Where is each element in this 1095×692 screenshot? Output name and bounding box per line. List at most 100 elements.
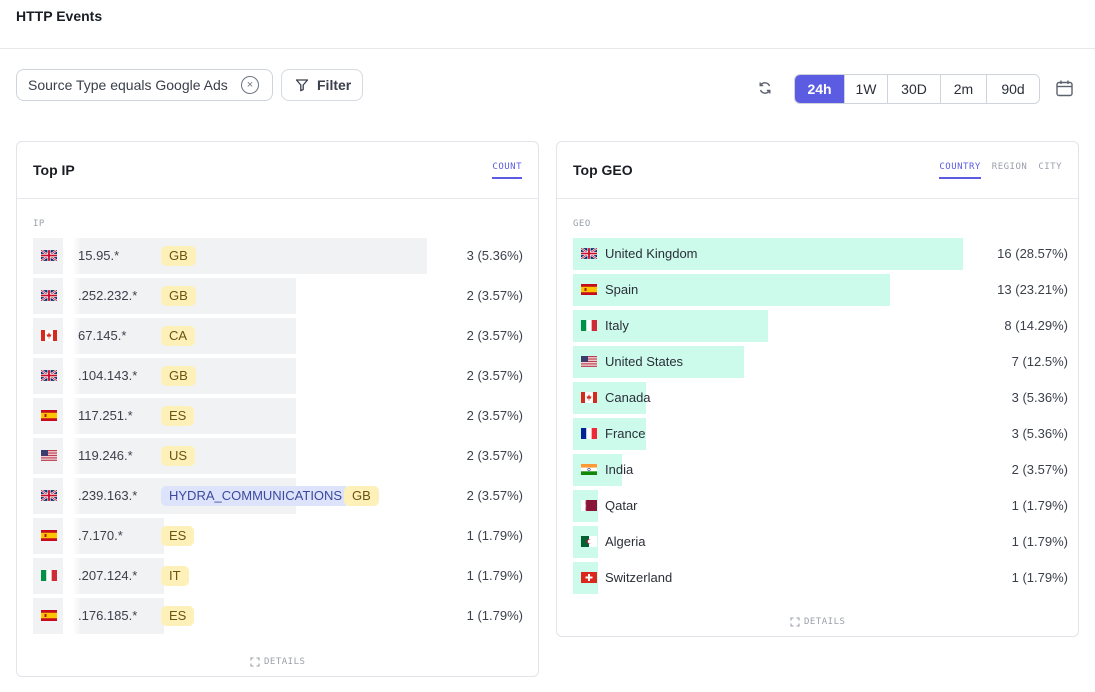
ip-address: 67.145.* [78, 328, 127, 343]
country-badge: IT [161, 566, 189, 586]
geo-count: 1 (1.79%) [1011, 534, 1068, 549]
ip-row[interactable]: 67.145.* CA 2 (3.57%) [33, 318, 523, 354]
geo-count: 16 (28.57%) [997, 246, 1068, 261]
ip-count: 1 (1.79%) [466, 608, 523, 623]
details-label: DETAILS [804, 617, 846, 627]
us-flag-icon [41, 450, 57, 461]
ip-row[interactable]: .252.232.* GB 2 (3.57%) [33, 278, 523, 314]
ip-count-bar [33, 238, 427, 274]
geo-row[interactable]: Qatar 1 (1.79%) [573, 490, 1068, 522]
time-range-selector: 24h 1W 30D 2m 90d [794, 74, 1040, 104]
country-badge: GB [161, 366, 196, 386]
details-label: DETAILS [264, 657, 306, 667]
geo-row[interactable]: France 3 (5.36%) [573, 418, 1068, 450]
ip-count: 2 (3.57%) [466, 328, 523, 343]
ip-mask [63, 558, 81, 594]
filter-chip[interactable]: Source Type equals Google Ads × [16, 69, 273, 101]
range-button-1w[interactable]: 1W [845, 75, 888, 103]
es-flag-icon [41, 530, 57, 541]
country-name: United States [605, 354, 684, 369]
top-ip-tabs: COUNT [492, 162, 522, 179]
filter-button[interactable]: Filter [281, 69, 363, 101]
filter-button-label: Filter [317, 77, 352, 93]
ch-flag-icon [581, 572, 597, 583]
geo-row[interactable]: Italy 8 (14.29%) [573, 310, 1068, 342]
ip-row[interactable]: 119.246.* US 2 (3.57%) [33, 438, 523, 474]
range-button-2m[interactable]: 2m [941, 75, 987, 103]
geo-row[interactable]: Canada 3 (5.36%) [573, 382, 1068, 414]
ip-address: 15.95.* [78, 248, 120, 263]
page-header: HTTP Events [0, 0, 1095, 49]
expand-icon [250, 657, 260, 667]
ip-mask [63, 318, 81, 354]
geo-count: 13 (23.21%) [997, 282, 1068, 297]
expand-icon [790, 617, 800, 627]
gb-flag-icon [41, 290, 57, 301]
country-name: Canada [605, 390, 651, 405]
ip-address: .104.143.* [78, 368, 138, 383]
gb-flag-icon [581, 248, 597, 259]
ip-count: 2 (3.57%) [466, 288, 523, 303]
ip-row[interactable]: .176.185.* ES 1 (1.79%) [33, 598, 523, 634]
geo-column-label: GEO [573, 219, 591, 229]
top-geo-details-link[interactable]: DETAILS [790, 617, 845, 627]
geo-count: 3 (5.36%) [1011, 426, 1068, 441]
calendar-icon[interactable] [1055, 79, 1074, 98]
range-button-90d[interactable]: 90d [987, 75, 1039, 103]
card-divider [17, 198, 538, 199]
ip-mask [63, 358, 81, 394]
gb-flag-icon [41, 250, 57, 261]
ip-address: .207.124.* [78, 568, 138, 583]
range-button-24h[interactable]: 24h [795, 75, 845, 103]
country-name: India [605, 462, 634, 477]
close-icon[interactable]: × [241, 76, 259, 94]
tab-country[interactable]: COUNTRY [939, 162, 981, 179]
country-name: Spain [605, 282, 639, 297]
es-flag-icon [41, 610, 57, 621]
range-button-30d[interactable]: 30D [888, 75, 941, 103]
top-ip-title: Top IP [33, 162, 75, 178]
geo-row[interactable]: Switzerland 1 (1.79%) [573, 562, 1068, 594]
geo-row[interactable]: India 2 (3.57%) [573, 454, 1068, 486]
country-name: France [605, 426, 646, 441]
ip-row[interactable]: 117.251.* ES 2 (3.57%) [33, 398, 523, 434]
top-ip-details-link[interactable]: DETAILS [250, 657, 305, 667]
geo-count: 3 (5.36%) [1011, 390, 1068, 405]
in-flag-icon [581, 464, 597, 475]
ip-mask [63, 278, 81, 314]
country-name: Algeria [605, 534, 646, 549]
tab-count[interactable]: COUNT [492, 162, 522, 179]
ip-address: .176.185.* [78, 608, 138, 623]
ip-address: .239.163.* [78, 488, 138, 503]
isp-badge: HYDRA_COMMUNICATIONS [161, 486, 351, 506]
tab-city[interactable]: CITY [1038, 162, 1062, 172]
ip-row[interactable]: .207.124.* IT 1 (1.79%) [33, 558, 523, 594]
it-flag-icon [41, 570, 57, 581]
refresh-icon[interactable] [757, 80, 773, 96]
ip-row[interactable]: 15.95.* GB 3 (5.36%) [33, 238, 523, 274]
ip-count: 2 (3.57%) [466, 368, 523, 383]
country-badge: ES [161, 406, 195, 426]
country-badge: US [161, 446, 196, 466]
ip-row[interactable]: .7.170.* ES 1 (1.79%) [33, 518, 523, 554]
geo-row[interactable]: United Kingdom 16 (28.57%) [573, 238, 1068, 270]
page-title: HTTP Events [16, 8, 103, 24]
top-geo-tabs: COUNTRY REGION CITY [939, 162, 1062, 179]
geo-row[interactable]: United States 7 (12.5%) [573, 346, 1068, 378]
geo-row[interactable]: Spain 13 (23.21%) [573, 274, 1068, 306]
dz-flag-icon [581, 536, 597, 547]
ip-count: 2 (3.57%) [466, 488, 523, 503]
geo-count: 2 (3.57%) [1011, 462, 1068, 477]
tab-region[interactable]: REGION [991, 162, 1028, 172]
filter-icon [295, 79, 309, 92]
ip-address: .252.232.* [78, 288, 138, 303]
country-name: Qatar [605, 498, 638, 513]
es-flag-icon [41, 410, 57, 421]
es-flag-icon [581, 284, 597, 295]
ip-row[interactable]: .104.143.* GB 2 (3.57%) [33, 358, 523, 394]
ip-row[interactable]: .239.163.* HYDRA_COMMUNICATIONS GB 2 (3.57%… [33, 478, 523, 514]
card-divider [557, 198, 1078, 199]
country-badge: GB [161, 246, 196, 266]
geo-row[interactable]: Algeria 1 (1.79%) [573, 526, 1068, 558]
ip-mask [63, 438, 81, 474]
